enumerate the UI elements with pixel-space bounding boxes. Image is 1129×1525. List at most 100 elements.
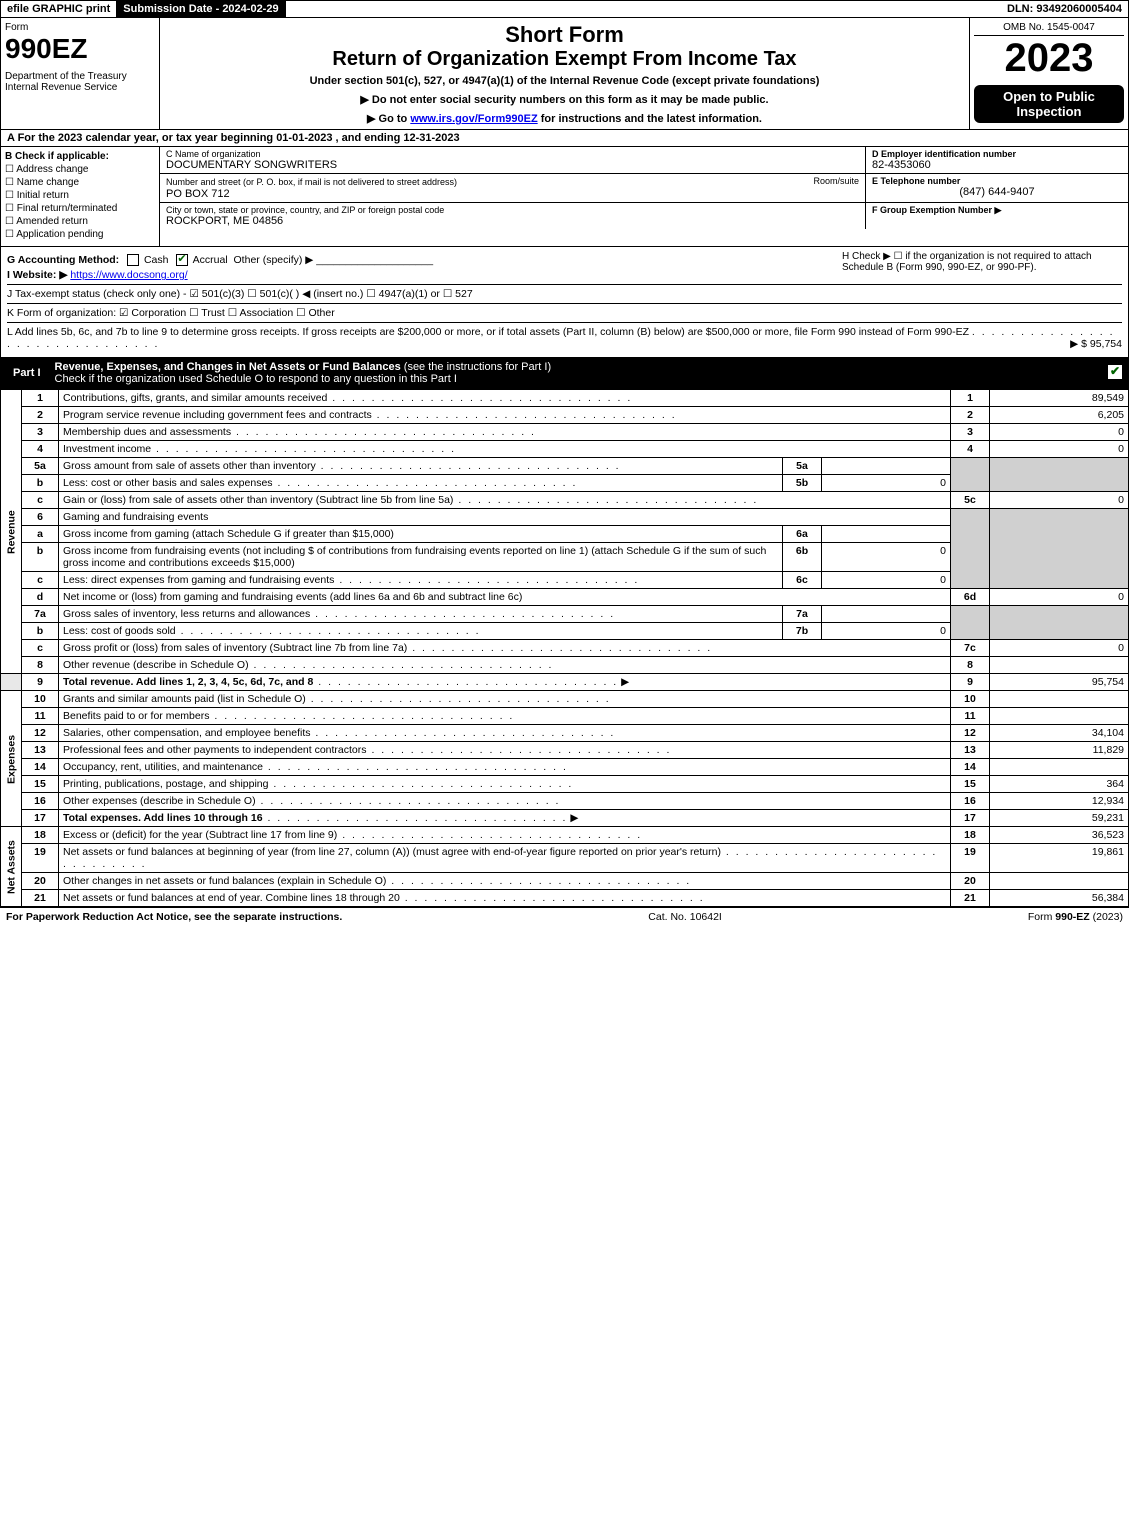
l3-num: 3	[22, 424, 59, 441]
l6b-subval: 0	[822, 543, 951, 572]
part-i-note: (see the instructions for Part I)	[404, 361, 551, 373]
l1-desc-text: Contributions, gifts, grants, and simila…	[63, 392, 327, 404]
l5b-num: b	[22, 475, 59, 492]
l5b-sublbl: 5b	[783, 475, 822, 492]
form-label: Form	[5, 22, 155, 33]
l16-num: 16	[22, 793, 59, 810]
l7ab-lno-grey	[951, 606, 990, 640]
l15-num: 15	[22, 776, 59, 793]
l7b-subval: 0	[822, 623, 951, 640]
cell-street: Number and street (or P. O. box, if mail…	[160, 174, 866, 202]
l5b-desc: Less: cost or other basis and sales expe…	[59, 475, 783, 492]
cell-ein: D Employer identification number 82-4353…	[866, 147, 1128, 173]
l11-num: 11	[22, 708, 59, 725]
info-grid: B Check if applicable: ☐ Address change …	[0, 147, 1129, 247]
cash-label: Cash	[144, 254, 169, 266]
footer-mid: Cat. No. 10642I	[648, 911, 722, 923]
l7a-num: 7a	[22, 606, 59, 623]
efile-label[interactable]: efile GRAPHIC print	[1, 1, 117, 17]
cb-initial-return[interactable]: ☐ Initial return	[5, 190, 155, 201]
l7b-num: b	[22, 623, 59, 640]
l5a-desc: Gross amount from sale of assets other t…	[59, 458, 783, 475]
city-label: City or town, state or province, country…	[166, 205, 859, 215]
group-label: F Group Exemption Number ▶	[872, 205, 1122, 216]
header-right: OMB No. 1545-0047 2023 Open to Public In…	[970, 18, 1128, 129]
part-i-header: Part I Revenue, Expenses, and Changes in…	[0, 358, 1129, 389]
website-link[interactable]: https://www.docsong.org/	[70, 269, 187, 281]
l6-lno-grey	[951, 509, 990, 589]
org-name-label: C Name of organization	[166, 149, 859, 159]
cell-phone: E Telephone number (847) 644-9407	[866, 174, 1128, 202]
part-i-title-text: Revenue, Expenses, and Changes in Net As…	[55, 361, 401, 373]
l14-desc-text: Occupancy, rent, utilities, and maintena…	[63, 761, 263, 773]
l18-desc-text: Excess or (deficit) for the year (Subtra…	[63, 829, 337, 841]
l6c-subval: 0	[822, 572, 951, 589]
l4-num: 4	[22, 441, 59, 458]
l6b-sublbl: 6b	[783, 543, 822, 572]
goto-notice: ▶ Go to www.irs.gov/Form990EZ for instru…	[164, 112, 965, 125]
l8-desc-text: Other revenue (describe in Schedule O)	[63, 659, 249, 671]
l16-desc: Other expenses (describe in Schedule O)	[59, 793, 951, 810]
main-title: Return of Organization Exempt From Incom…	[164, 48, 965, 71]
l20-val	[990, 873, 1129, 890]
l14-lno: 14	[951, 759, 990, 776]
cb-application-pending[interactable]: ☐ Application pending	[5, 229, 155, 240]
part-i-checkbox[interactable]	[1108, 365, 1122, 379]
l6-val-grey	[990, 509, 1129, 589]
part-i-check-note: Check if the organization used Schedule …	[55, 373, 457, 385]
cb-address-change[interactable]: ☐ Address change	[5, 164, 155, 175]
l20-desc: Other changes in net assets or fund bala…	[59, 873, 951, 890]
section-h: H Check ▶ ☐ if the organization is not r…	[836, 251, 1122, 273]
goto-post: for instructions and the latest informat…	[541, 113, 762, 125]
submission-date: Submission Date - 2024-02-29	[117, 1, 285, 17]
l15-desc: Printing, publications, postage, and shi…	[59, 776, 951, 793]
l7c-num: c	[22, 640, 59, 657]
l6a-sublbl: 6a	[783, 526, 822, 543]
l9-num: 9	[22, 674, 59, 691]
cb-cash[interactable]	[127, 254, 139, 266]
phone-label: E Telephone number	[872, 176, 1122, 186]
omb-number: OMB No. 1545-0047	[974, 22, 1124, 36]
l9-val: 95,754	[990, 674, 1129, 691]
l16-lno: 16	[951, 793, 990, 810]
l12-desc: Salaries, other compensation, and employ…	[59, 725, 951, 742]
cb-name-change[interactable]: ☐ Name change	[5, 177, 155, 188]
l5c-num: c	[22, 492, 59, 509]
l4-desc-text: Investment income	[63, 443, 151, 455]
l19-lno: 19	[951, 844, 990, 873]
cb-amended-return-label: Amended return	[16, 216, 88, 227]
l6d-lno: 6d	[951, 589, 990, 606]
ein-value: 82-4353060	[872, 159, 1122, 171]
l8-num: 8	[22, 657, 59, 674]
cb-final-return-label: Final return/terminated	[17, 203, 118, 214]
l1-num: 1	[22, 390, 59, 407]
l2-desc: Program service revenue including govern…	[59, 407, 951, 424]
l2-num: 2	[22, 407, 59, 424]
l15-desc-text: Printing, publications, postage, and shi…	[63, 778, 268, 790]
l6a-subval	[822, 526, 951, 543]
l7c-val: 0	[990, 640, 1129, 657]
l14-val	[990, 759, 1129, 776]
street-label: Number and street (or P. O. box, if mail…	[166, 177, 457, 187]
accrual-label: Accrual	[193, 254, 228, 266]
top-bar: efile GRAPHIC print Submission Date - 20…	[0, 0, 1129, 18]
l21-desc-text: Net assets or fund balances at end of ye…	[63, 892, 400, 904]
page-footer: For Paperwork Reduction Act Notice, see …	[0, 907, 1129, 926]
form-number: 990EZ	[5, 33, 155, 65]
l3-desc-text: Membership dues and assessments	[63, 426, 231, 438]
cb-final-return[interactable]: ☐ Final return/terminated	[5, 203, 155, 214]
open-to-public: Open to Public Inspection	[974, 85, 1124, 123]
l9-lno: 9	[951, 674, 990, 691]
cell-group: F Group Exemption Number ▶	[866, 203, 1128, 229]
irs-link[interactable]: www.irs.gov/Form990EZ	[410, 113, 537, 125]
l1-lno: 1	[951, 390, 990, 407]
l6a-desc: Gross income from gaming (attach Schedul…	[59, 526, 783, 543]
l17-desc-text: Total expenses. Add lines 10 through 16	[63, 812, 263, 824]
footer-right-pre: Form	[1028, 911, 1055, 923]
i-label: I Website: ▶	[7, 269, 67, 281]
l11-desc-text: Benefits paid to or for members	[63, 710, 209, 722]
l4-desc: Investment income	[59, 441, 951, 458]
cb-accrual[interactable]	[176, 254, 188, 266]
l9-side	[1, 674, 22, 691]
cb-amended-return[interactable]: ☐ Amended return	[5, 216, 155, 227]
